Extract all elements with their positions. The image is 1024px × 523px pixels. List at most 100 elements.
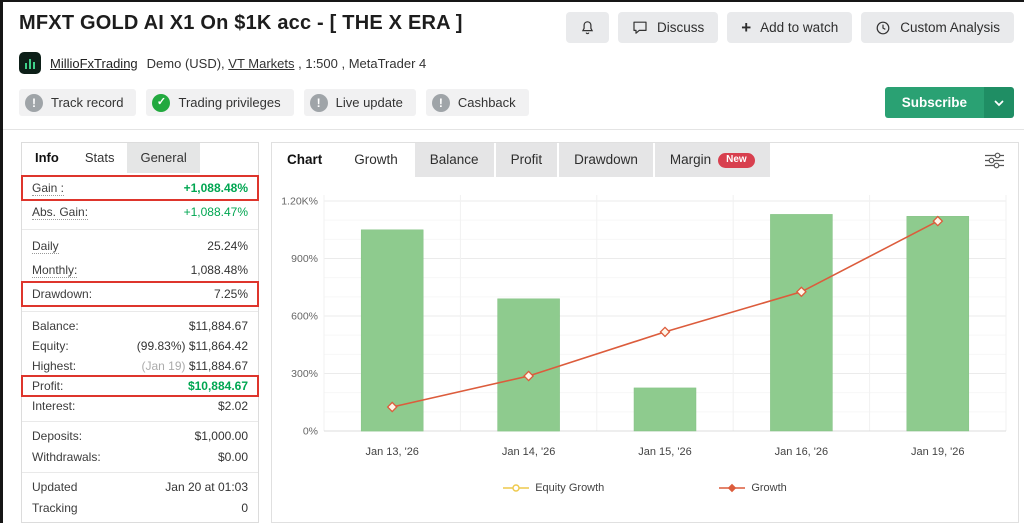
- clock-icon: [876, 21, 890, 34]
- stat-row-profit: Profit: $10,884.67: [21, 375, 259, 397]
- chart-tab-drawdown[interactable]: Drawdown: [559, 143, 653, 177]
- stat-row-drawdown: Drawdown: 7.25%: [21, 281, 259, 307]
- group-divider: [22, 471, 258, 473]
- notifications-button[interactable]: [565, 12, 609, 43]
- legend-equity-growth[interactable]: Equity Growth: [503, 482, 604, 494]
- chart-panel: Chart Growth Balance Profit Drawdown Margin Ne…: [271, 142, 1019, 523]
- custom-analysis-button[interactable]: Custom Analysis: [861, 12, 1014, 43]
- tab-general[interactable]: General: [127, 143, 200, 173]
- stat-label: Drawdown:: [32, 287, 93, 301]
- badge-live-update: ! Live update: [303, 89, 416, 116]
- header-divider: [3, 129, 1024, 130]
- growth-data-point[interactable]: [386, 401, 398, 413]
- exclamation-circle-icon: !: [25, 93, 43, 112]
- account-info: MillioFxTrading Demo (USD), VT Markets ,…: [19, 52, 426, 74]
- y-axis-tick: 900%: [291, 253, 318, 265]
- daily-gain-bar[interactable]: [633, 387, 697, 432]
- growth-data-point[interactable]: [795, 286, 807, 298]
- daily-gain-bar[interactable]: [770, 214, 833, 432]
- group-divider: [22, 420, 258, 422]
- add-to-watch-button[interactable]: + Add to watch: [727, 12, 853, 43]
- legend-growth[interactable]: Growth: [719, 482, 787, 494]
- broker-link[interactable]: VT Markets: [228, 55, 295, 71]
- chart-tab-growth[interactable]: Growth: [339, 143, 413, 177]
- stats-panel: Info Stats General Gain : +1,088.48% Abs. Ga…: [21, 142, 259, 523]
- chart-tab-chart[interactable]: Chart: [272, 143, 337, 177]
- y-axis-tick: 0%: [303, 426, 318, 438]
- account-type: Demo (USD),: [146, 55, 229, 71]
- account-avatar: [19, 52, 41, 74]
- stat-row-withdrawals: Withdrawals: $0.00: [32, 447, 248, 468]
- stat-row-tracking: Tracking 0: [32, 498, 248, 519]
- chart-settings-button[interactable]: [984, 151, 1005, 173]
- stats-tabs: Info Stats General: [22, 143, 258, 173]
- stat-value: (99.83%) $11,864.42: [136, 339, 248, 353]
- badges-row: ! Track record ✓ Trading privileges! Live up…: [19, 87, 1014, 118]
- stat-row-daily: Daily 25.24%: [32, 234, 248, 258]
- stat-row-interest: Interest: $2.02: [32, 396, 248, 416]
- stat-row-equity: Equity: (99.83%) $11,864.42: [32, 336, 248, 356]
- chevron-down-icon[interactable]: [984, 87, 1014, 118]
- chat-icon: [633, 21, 647, 34]
- stat-row-abs-gain: Abs. Gain: +1,088.47%: [32, 200, 248, 224]
- x-axis-label: Jan 19, '26: [911, 446, 964, 458]
- growth-chart-svg: 0% 300% 600% 900% 1.20K% Jan 13, '26 Jan 14, '…: [281, 195, 1007, 458]
- stat-row-balance: Balance: $11,884.67: [32, 316, 248, 336]
- stat-row-deposits: Deposits: $1,000.00: [32, 426, 248, 447]
- growth-data-point[interactable]: [932, 215, 944, 227]
- stat-label: Highest:: [32, 359, 77, 373]
- stat-row-gain: Gain : +1,088.48%: [21, 175, 259, 201]
- account-name-link[interactable]: MillioFxTrading: [50, 55, 138, 71]
- growth-chart[interactable]: 0% 300% 600% 900% 1.20K% Jan 13, '26 Jan 14, '…: [272, 177, 1018, 474]
- filter-sliders-icon: [985, 152, 1004, 169]
- stat-value: 25.24%: [207, 239, 248, 253]
- stat-value: (Jan 19) $11,884.67: [141, 359, 248, 373]
- button-label: Discuss: [656, 20, 705, 35]
- badge-label: Cashback: [457, 95, 516, 110]
- subscribe-button[interactable]: Subscribe: [884, 87, 1014, 118]
- growth-data-point[interactable]: [523, 370, 535, 382]
- stat-label: Deposits:: [32, 429, 83, 444]
- stat-label: Balance:: [32, 319, 79, 333]
- chart-tab-label: Profit: [510, 152, 543, 167]
- y-axis-tick: 300%: [291, 368, 318, 380]
- growth-data-point[interactable]: [659, 326, 671, 338]
- stat-label: Interest:: [32, 399, 76, 413]
- daily-gain-bar[interactable]: [906, 216, 970, 432]
- discuss-button[interactable]: Discuss: [617, 12, 719, 43]
- daily-gain-bar[interactable]: [497, 298, 560, 432]
- stat-label: Updated: [32, 480, 78, 495]
- stat-value: +1,088.47%: [183, 205, 248, 219]
- legend-label: Equity Growth: [535, 482, 605, 494]
- tab-stats[interactable]: Stats: [84, 150, 115, 165]
- daily-gain-bar[interactable]: [360, 229, 424, 432]
- stat-label: Profit:: [32, 379, 64, 393]
- chart-tab-profit[interactable]: Profit: [495, 143, 558, 177]
- x-axis-label: Jan 15, '26: [638, 446, 691, 458]
- page-title: MFXT GOLD AI X1 On $1K acc - [ THE X ERA…: [19, 12, 463, 34]
- badge-label: Live update: [335, 95, 403, 110]
- stat-row-monthly: Monthly: 1,088.48%: [32, 258, 248, 282]
- check-circle-icon: ✓: [152, 93, 171, 112]
- stat-value: 7.25%: [213, 287, 248, 301]
- button-label: Add to watch: [760, 20, 839, 35]
- stat-value: 0: [241, 500, 248, 515]
- stat-value: Jan 20 at 01:03: [165, 480, 248, 495]
- stat-label: Gain :: [32, 180, 65, 196]
- stat-label: Withdrawals:: [32, 449, 101, 464]
- chart-tabs: Chart Growth Balance Profit Drawdown Margin Ne…: [272, 143, 1018, 177]
- chart-tab-balance[interactable]: Balance: [414, 143, 494, 177]
- legend-label: Growth: [751, 482, 787, 494]
- stat-value: 1,088.48%: [190, 263, 248, 277]
- group-divider: [22, 310, 258, 312]
- group-divider: [22, 228, 258, 230]
- stat-label: Tracking: [32, 500, 78, 515]
- chart-tab-margin[interactable]: Margin New: [654, 143, 770, 177]
- stat-row-highest: Highest: (Jan 19) $11,884.67: [32, 356, 248, 376]
- y-axis-tick: 600%: [291, 311, 318, 323]
- header-actions: Discuss + Add to watch Custom Analysis: [565, 12, 1014, 43]
- chart-tab-label: Balance: [429, 152, 479, 167]
- tab-info[interactable]: Info: [35, 150, 59, 165]
- subscribe-label[interactable]: Subscribe: [884, 87, 984, 118]
- chart-legend: Equity Growth Growth: [272, 482, 1018, 494]
